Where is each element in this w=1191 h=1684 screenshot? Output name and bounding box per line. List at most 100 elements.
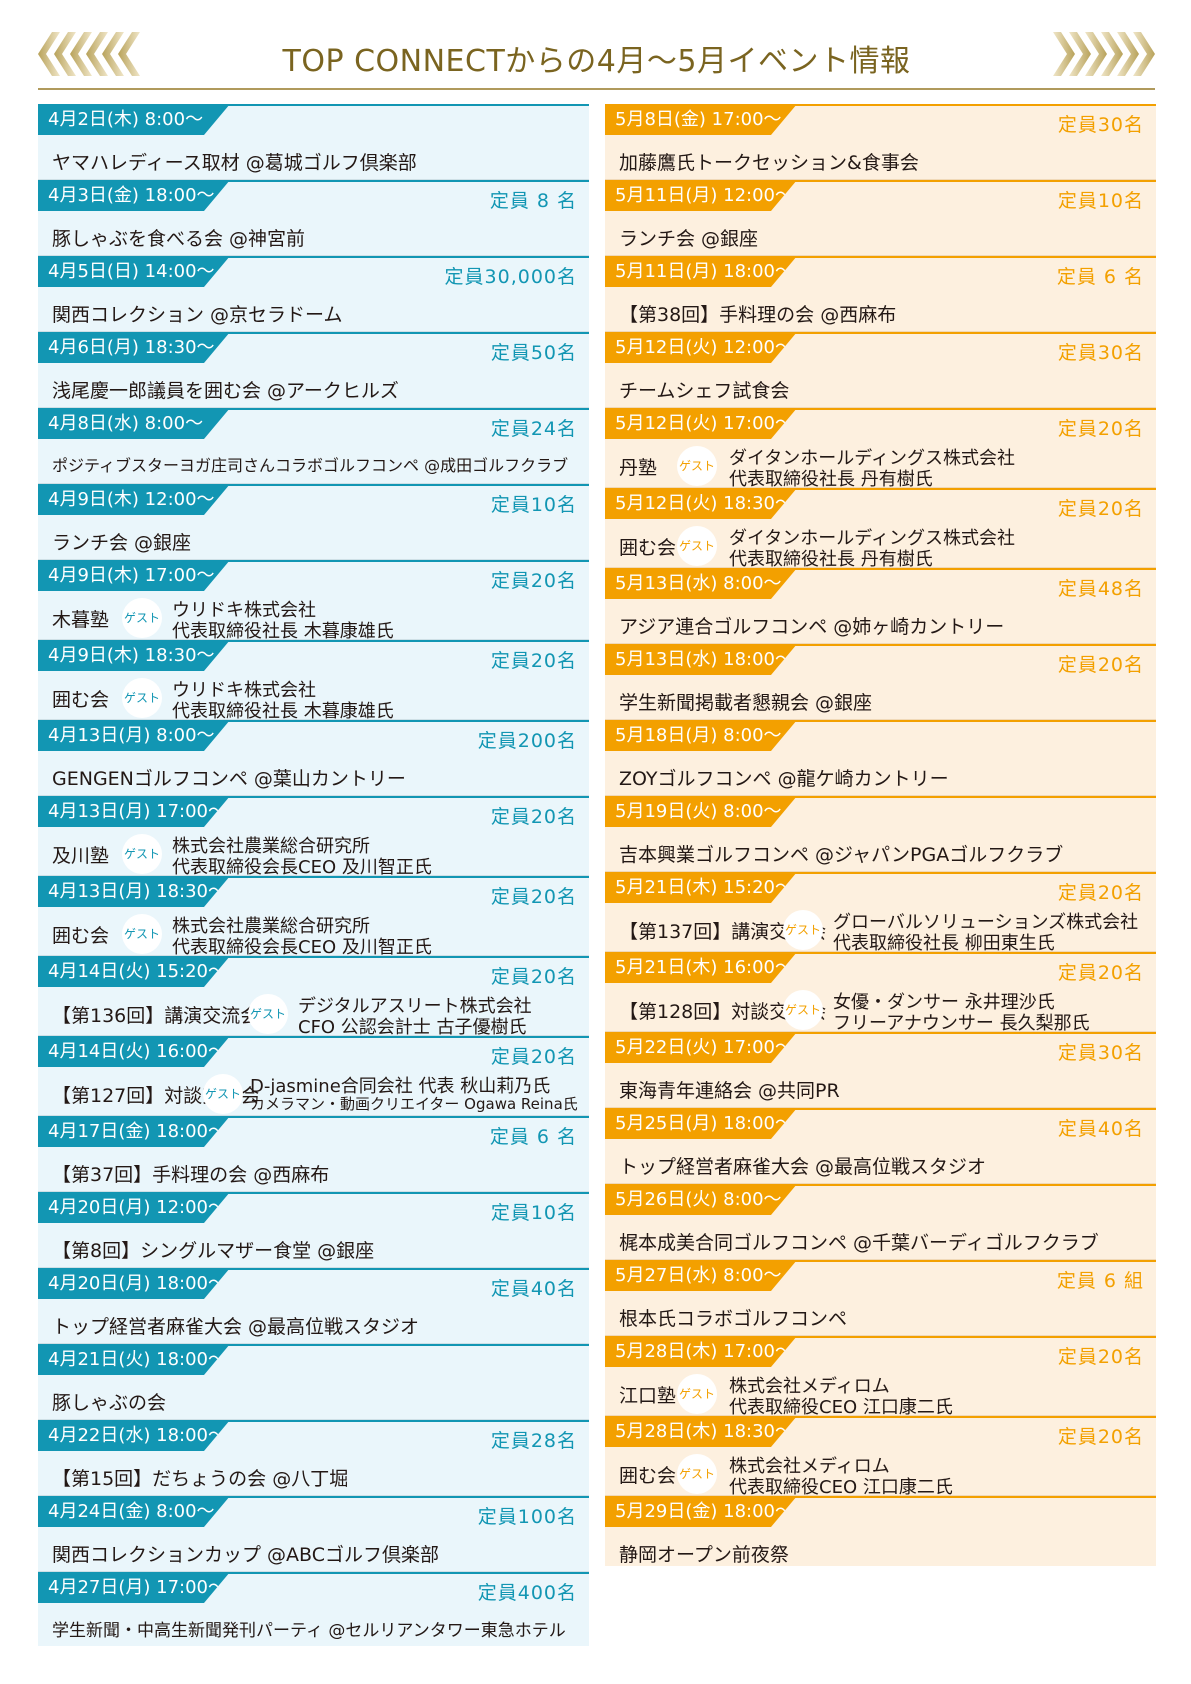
event-capacity: 定員10名 <box>490 1202 577 1224</box>
event-date: 4月9日(木) 18:30〜 <box>38 640 230 671</box>
guest-company: D-jasmine合同会社 代表 秋山莉乃氏 <box>250 1076 551 1097</box>
date-rule <box>213 332 589 334</box>
event-row: 4月24日(金) 8:00〜 定員100名 関西コレクションカップ @ABCゴルフ倶… <box>38 1496 589 1572</box>
date-rule <box>780 872 1156 874</box>
event-row: 5月22日(火) 17:00〜 定員30名 東海青年連絡会 @共同PR <box>605 1032 1156 1108</box>
event-date: 5月12日(火) 12:00〜 <box>605 332 797 363</box>
event-capacity: 定員10名 <box>1057 190 1144 212</box>
guest-badge: ゲスト <box>783 910 823 950</box>
event-row: 4月20日(月) 18:00〜 定員40名 トップ経営者麻雀大会 @最高位戦スタジオ <box>38 1268 589 1344</box>
event-label: 囲む会 <box>619 537 677 559</box>
event-title: 関西コレクション @京セラドーム <box>52 304 343 326</box>
event-date: 4月14日(火) 16:00〜 <box>38 1036 230 1067</box>
event-row: 5月12日(火) 12:00〜 定員30名 チームシェフ試食会 <box>605 332 1156 408</box>
event-title: トップ経営者麻雀大会 @最高位戦スタジオ <box>619 1156 987 1178</box>
event-capacity: 定員20名 <box>490 806 577 828</box>
guest-badge: ゲスト <box>122 834 162 874</box>
date-rule <box>213 876 589 878</box>
event-title: 吉本興業ゴルフコンペ @ジャパンPGAゴルフクラブ <box>619 844 1064 866</box>
event-title: 関西コレクションカップ @ABCゴルフ倶楽部 <box>52 1544 440 1566</box>
event-label: 囲む会 <box>52 925 110 947</box>
event-date: 4月9日(木) 17:00〜 <box>38 560 230 591</box>
event-date: 5月13日(水) 18:00〜 <box>605 644 797 675</box>
event-date: 4月6日(月) 18:30〜 <box>38 332 230 363</box>
event-title: 根本氏コラボゴルフコンペ <box>619 1308 848 1330</box>
event-capacity: 定員20名 <box>1057 1346 1144 1368</box>
date-rule <box>213 796 589 798</box>
event-row: 4月17日(金) 18:00〜 定員 6 名【第37回】手料理の会 @西麻布 <box>38 1116 589 1192</box>
event-row: 4月9日(木) 17:00〜 定員20名 木暮塾 ゲスト ウリドキ株式会社 代表取締役社長… <box>38 560 589 642</box>
event-row: 4月9日(木) 12:00〜 定員10名 ランチ会 @銀座 <box>38 484 589 560</box>
event-row: 5月11日(月) 18:00〜 定員 6 名【第38回】手料理の会 @西麻布 <box>605 256 1156 332</box>
date-rule <box>780 256 1156 258</box>
april-events-column: 4月2日(木) 8:00〜 ヤマハレディース取材 @葛城ゴルフ倶楽部 4月3日(金)… <box>38 104 589 1646</box>
event-label: 【第136回】講演交流会 <box>52 1005 260 1027</box>
event-row: 4月6日(月) 18:30〜 定員50名浅尾慶一郎議員を囲む会 @アークヒルズ <box>38 332 589 408</box>
event-date: 4月17日(金) 18:00〜 <box>38 1116 230 1147</box>
event-capacity: 定員200名 <box>477 730 577 752</box>
date-rule <box>213 956 589 958</box>
date-rule <box>213 1192 589 1194</box>
event-capacity: 定員50名 <box>490 342 577 364</box>
event-row: 5月12日(火) 18:30〜 定員20名 囲む会 ゲスト ダイタンホールディングス株式… <box>605 488 1156 570</box>
guest-badge: ゲスト <box>203 1074 243 1114</box>
event-capacity: 定員20名 <box>1057 1426 1144 1448</box>
date-rule <box>213 1420 589 1422</box>
event-date: 5月12日(火) 18:30〜 <box>605 488 797 519</box>
event-capacity: 定員 6 名 <box>1056 266 1144 288</box>
guest-company: 株式会社メディロム <box>729 1376 890 1397</box>
event-title: 学生新聞掲載者懇親会 @銀座 <box>619 692 873 714</box>
event-title: 浅尾慶一郎議員を囲む会 @アークヒルズ <box>52 380 399 402</box>
event-row: 4月14日(火) 16:00〜 定員20名 【第127回】対談交流会 ゲスト D-jas… <box>38 1036 589 1116</box>
date-rule <box>780 796 1156 798</box>
event-title: 【第8回】シングルマザー食堂 @銀座 <box>52 1240 375 1262</box>
guest-company: ダイタンホールディングス株式会社 <box>729 528 1016 549</box>
event-row: 5月28日(木) 17:00〜 定員20名 江口塾 ゲスト 株式会社メディロム 代表取締役… <box>605 1336 1156 1418</box>
page-title: TOP CONNECTからの4月〜5月イベント情報 <box>282 44 911 79</box>
date-rule <box>213 408 589 410</box>
guest-badge: ゲスト <box>122 678 162 718</box>
date-rule <box>213 104 589 106</box>
event-date: 4月24日(金) 8:00〜 <box>38 1496 230 1527</box>
event-capacity: 定員30名 <box>1057 342 1144 364</box>
date-rule <box>213 640 589 642</box>
date-rule <box>213 1572 589 1574</box>
guest-company: デジタルアスリート株式会社 <box>298 996 532 1017</box>
event-title: 学生新聞・中高生新聞発刊パーティ @セルリアンタワー東急ホテル <box>52 1621 566 1641</box>
event-row: 5月11日(月) 12:00〜 定員10名 ランチ会 @銀座 <box>605 180 1156 256</box>
date-rule <box>780 104 1156 106</box>
event-row: 5月25日(月) 18:00〜 定員40名 トップ経営者麻雀大会 @最高位戦スタジオ <box>605 1108 1156 1184</box>
may-events-column: 5月8日(金) 17:00〜 定員30名 加藤鷹氏トークセッション&食事会 5月11日… <box>605 104 1156 1566</box>
event-title: ヤマハレディース取材 @葛城ゴルフ倶楽部 <box>52 152 417 174</box>
event-row: 5月26日(火) 8:00〜 梶本成美合同ゴルフコンペ @千葉バーディゴルフクラブ <box>605 1184 1156 1260</box>
event-title: 【第15回】だちょうの会 @八丁堀 <box>52 1468 349 1490</box>
guest-company: 株式会社メディロム <box>729 1456 890 1477</box>
guest-name: 代表取締役会長CEO 及川智正氏 <box>172 857 432 878</box>
date-rule <box>213 1268 589 1270</box>
guest-badge: ゲスト <box>122 598 162 638</box>
event-capacity: 定員20名 <box>490 966 577 988</box>
event-title: ポジティブスターヨガ庄司さんコラボゴルフコンペ @成田ゴルフクラブ <box>52 456 569 475</box>
event-date: 4月13日(月) 8:00〜 <box>38 720 230 751</box>
date-rule <box>213 560 589 562</box>
guest-name: フリーアナウンサー 長久梨那氏 <box>833 1013 1090 1034</box>
date-rule <box>780 1108 1156 1110</box>
event-date: 5月11日(月) 12:00〜 <box>605 180 797 211</box>
event-date: 5月18日(月) 8:00〜 <box>605 720 797 751</box>
event-row: 4月14日(火) 15:20〜 定員20名 【第136回】講演交流会 ゲスト デジタルア… <box>38 956 589 1038</box>
event-row: 4月2日(木) 8:00〜 ヤマハレディース取材 @葛城ゴルフ倶楽部 <box>38 104 589 180</box>
date-rule <box>780 1032 1156 1034</box>
event-title: 豚しゃぶを食べる会 @神宮前 <box>52 228 306 250</box>
event-date: 5月12日(火) 17:00〜 <box>605 408 797 439</box>
event-capacity: 定員400名 <box>477 1582 577 1604</box>
date-rule <box>780 332 1156 334</box>
date-rule <box>780 1260 1156 1262</box>
event-title: 静岡オープン前夜祭 <box>619 1544 789 1566</box>
event-row: 5月12日(火) 17:00〜 定員20名 丹塾 ゲスト ダイタンホールディングス株式会… <box>605 408 1156 490</box>
event-label: 木暮塾 <box>52 609 110 631</box>
event-row: 5月29日(金) 18:00〜 静岡オープン前夜祭 <box>605 1496 1156 1572</box>
event-date: 4月22日(水) 18:00〜 <box>38 1420 230 1451</box>
date-rule <box>780 952 1156 954</box>
date-rule <box>213 720 589 722</box>
event-date: 4月21日(火) 18:00〜 <box>38 1344 230 1375</box>
